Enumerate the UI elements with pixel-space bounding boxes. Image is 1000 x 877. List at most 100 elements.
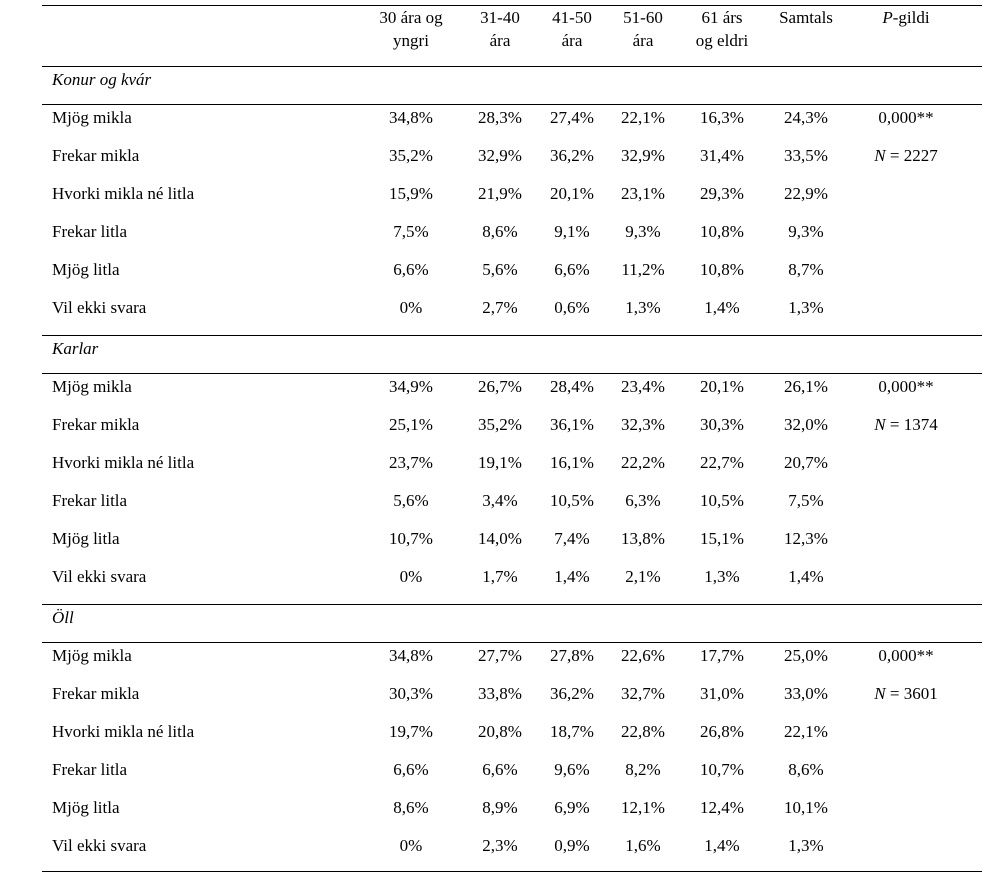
cell: 26,8% [700,722,744,741]
cell: 10,5% [700,491,744,510]
cell: 33,5% [784,146,828,165]
cell: 10,5% [550,491,594,510]
cell: 27,7% [478,646,522,665]
cell: 13,8% [621,529,665,548]
cell: 23,7% [389,453,433,472]
cell: 0% [399,567,423,586]
row-label: Mjög litla [52,529,120,548]
sample-size: N = 1374 [874,415,937,435]
cell: 31,0% [700,684,744,703]
cell: 0,9% [554,836,590,855]
sample-size: N = 2227 [874,146,937,166]
cell: 12,3% [784,529,828,548]
cell: 0% [399,298,423,317]
header-text: og eldri [695,31,749,50]
cell: 1,4% [788,567,824,586]
cell: 32,3% [621,415,665,434]
header-text: ára [561,31,583,50]
cell: 16,3% [700,108,744,127]
row-label: Mjög litla [52,260,120,279]
cell: 15,9% [389,184,433,203]
cell: 3,4% [482,491,518,510]
cell: 22,8% [621,722,665,741]
cell: 8,9% [482,798,518,817]
cell: 23,4% [621,377,665,396]
cell: 20,1% [550,184,594,203]
cell: 10,1% [784,798,828,817]
cell: 20,1% [700,377,744,396]
cell: 0% [399,836,423,855]
cell: 14,0% [478,529,522,548]
cell: 9,1% [554,222,590,241]
sample-size: N = 3601 [874,684,937,704]
cell: 15,1% [700,529,744,548]
cell: 12,1% [621,798,665,817]
header-text: 41-50 [552,8,592,27]
cell: 25,0% [784,646,828,665]
cell: 9,3% [625,222,661,241]
row-label: Vil ekki svara [52,836,147,855]
cell: 19,1% [478,453,522,472]
header-text: 30 ára og [379,8,443,27]
row-label: Frekar mikla [52,684,140,703]
cell: 27,8% [550,646,594,665]
sample-size-text: N [874,146,886,165]
cell: 27,4% [550,108,594,127]
cell: 34,9% [389,377,433,396]
cell: 1,3% [704,567,740,586]
sample-size-text: = 1374 [885,415,938,434]
cell: 7,5% [393,222,429,241]
cell: 1,3% [625,298,661,317]
sample-size-text: N [874,684,886,703]
cell: 32,0% [784,415,828,434]
cell: 1,4% [704,298,740,317]
row-label: Hvorki mikla né litla [52,722,195,741]
cell: 5,6% [482,260,518,279]
header-text: yngri [393,31,429,50]
cell: 11,2% [621,260,665,279]
cell: 36,2% [550,146,594,165]
cell: 7,5% [788,491,824,510]
rule [42,604,982,605]
cell: 29,3% [700,184,744,203]
cell: 6,6% [554,260,590,279]
cell: 8,7% [788,260,824,279]
p-value: 0,000** [878,108,934,127]
cell: 32,7% [621,684,665,703]
cell: 8,6% [393,798,429,817]
cell: 32,9% [621,146,665,165]
cell: 22,9% [784,184,828,203]
cell: 31,4% [700,146,744,165]
cell: 17,7% [700,646,744,665]
cell: 0,6% [554,298,590,317]
cell: 8,2% [625,760,661,779]
cell: 30,3% [700,415,744,434]
cell: 2,3% [482,836,518,855]
p-value: 0,000** [878,646,934,665]
row-label: Frekar mikla [52,146,140,165]
rule [42,66,982,67]
rule [42,335,982,336]
cell: 23,1% [621,184,665,203]
header-text: P [882,8,893,27]
cell: 8,6% [482,222,518,241]
rule [42,642,982,643]
header-text: 51-60 [623,8,663,27]
cell: 10,8% [700,260,744,279]
cell: 6,6% [482,760,518,779]
header-text: 61 árs [701,8,743,27]
cell: 6,6% [393,260,429,279]
sample-size-text: N [874,415,886,434]
cell: 35,2% [478,415,522,434]
cell: 19,7% [389,722,433,741]
row-label: Mjög mikla [52,108,132,127]
cell: 21,9% [478,184,522,203]
header-text: Samtals [779,8,833,27]
rule [42,871,982,872]
row-label: Vil ekki svara [52,298,147,317]
cell: 20,8% [478,722,522,741]
cell: 28,4% [550,377,594,396]
cell: 18,7% [550,722,594,741]
cell: 36,1% [550,415,594,434]
